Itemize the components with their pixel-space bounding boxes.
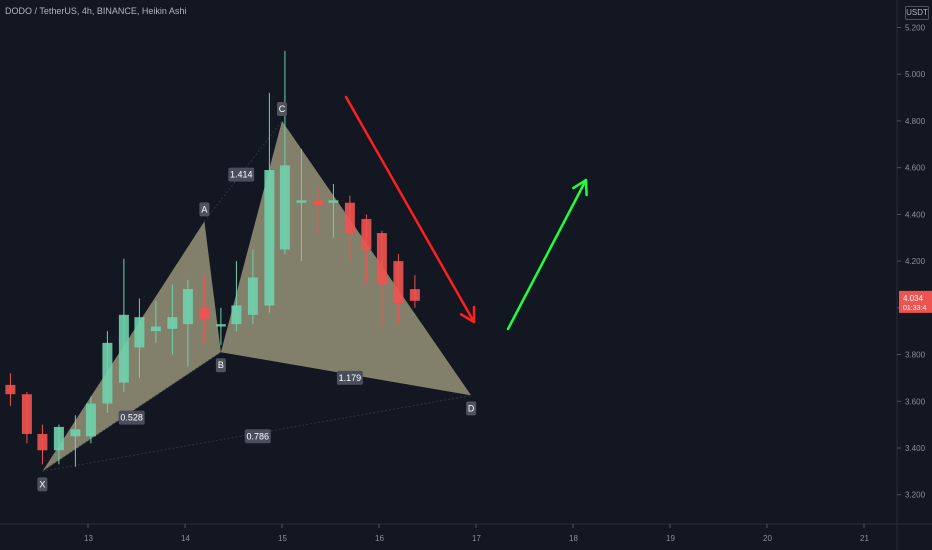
pattern-point-d: D [466, 401, 477, 416]
candle-body [247, 277, 258, 315]
candle-body [70, 429, 81, 437]
currency-badge[interactable]: USDT [905, 6, 929, 20]
ratio-label-text: 0.528 [120, 413, 143, 423]
arrow-head [459, 305, 476, 324]
candle-body [167, 317, 178, 329]
ratio-label-text: 0.786 [246, 431, 269, 441]
candle-body [231, 305, 242, 325]
y-tick-label: 5.000 [905, 70, 926, 79]
bearish-arrow [344, 95, 476, 324]
candle-body [361, 219, 372, 250]
candle-body [328, 200, 339, 203]
candle-body [182, 289, 193, 325]
candle-body [118, 314, 129, 383]
ratio-label-bg [336, 370, 363, 385]
bar-countdown: 01:33:4 [903, 305, 926, 312]
ratio-label-bg [228, 167, 255, 182]
point-label: D [468, 403, 475, 413]
candle-body [344, 202, 355, 234]
candle-body [264, 169, 275, 306]
y-tick-label: 4.600 [905, 164, 926, 173]
pattern-point-x: X [37, 477, 48, 492]
candle-body [376, 233, 387, 285]
ratio-label-text: 1.414 [230, 170, 253, 180]
point-label: B [218, 360, 224, 370]
ratio-label: 0.786 [244, 429, 271, 444]
candle-body [21, 394, 32, 434]
point-label: X [39, 479, 45, 489]
candle-body [312, 200, 323, 206]
ratio-label-bg [244, 429, 271, 444]
candle-body [393, 261, 404, 304]
x-tick-label: 19 [666, 534, 675, 543]
arrow-shaft [344, 95, 476, 324]
candle-body [199, 307, 210, 320]
x-tick-label: 21 [860, 534, 869, 543]
y-tick-label: 3.200 [905, 491, 926, 500]
pattern-point-b: B [215, 358, 226, 373]
y-tick-label: 3.400 [905, 444, 926, 453]
ratio-label: 0.528 [118, 410, 145, 425]
y-tick-label: 4.200 [905, 257, 926, 266]
current-price: 4.034 [903, 294, 924, 303]
y-tick-label: 5.200 [905, 24, 926, 33]
pattern-point-c: C [277, 101, 287, 116]
candle-body [409, 289, 420, 301]
y-tick-label: 3.600 [905, 397, 926, 406]
y-tick-label: 4.800 [905, 117, 926, 126]
point-label-bg [215, 358, 226, 373]
y-tick-label: 4.400 [905, 210, 926, 219]
ratio-label-text: 1.179 [339, 373, 362, 383]
ratio-label-bg [118, 410, 145, 425]
pattern-point-a: A [199, 202, 210, 217]
point-label: C [279, 104, 286, 114]
y-tick-label: 3.800 [905, 351, 926, 360]
ratio-label: 1.179 [336, 370, 363, 385]
point-label-bg [466, 401, 477, 416]
candle-body [150, 326, 161, 332]
pattern-triangle-bcd [220, 120, 472, 396]
chart-title: DODO / TetherUS, 4h, BINANCE, Heikin Ash… [5, 6, 187, 16]
point-label: A [201, 204, 207, 214]
candle-body [5, 384, 16, 395]
ratio-label: 1.414 [228, 167, 255, 182]
candle-body [102, 342, 113, 404]
x-tick-label: 15 [278, 534, 287, 543]
x-tick-label: 13 [84, 534, 93, 543]
x-tick-label: 16 [375, 534, 384, 543]
candle-body [53, 426, 64, 451]
bullish-arrow [506, 178, 588, 331]
candle-body [296, 200, 307, 203]
candle-body [215, 324, 226, 327]
x-tick-label: 14 [181, 534, 190, 543]
candle-body [85, 403, 96, 437]
current-price-tag: 4.034 01:33:4 [899, 290, 932, 313]
point-label-bg [37, 477, 48, 492]
point-label-bg [277, 101, 287, 116]
x-tick-label: 20 [763, 534, 772, 543]
x-tick-label: 17 [472, 534, 481, 543]
pattern-triangle-xab [42, 221, 221, 472]
candle-body [134, 317, 145, 348]
point-label-bg [199, 202, 210, 217]
arrow-head [572, 178, 588, 197]
price-tag-bg [899, 290, 932, 313]
x-tick-label: 18 [569, 534, 578, 543]
arrow-shaft [506, 178, 588, 331]
candle-body [279, 165, 290, 250]
candle-body [37, 433, 48, 451]
